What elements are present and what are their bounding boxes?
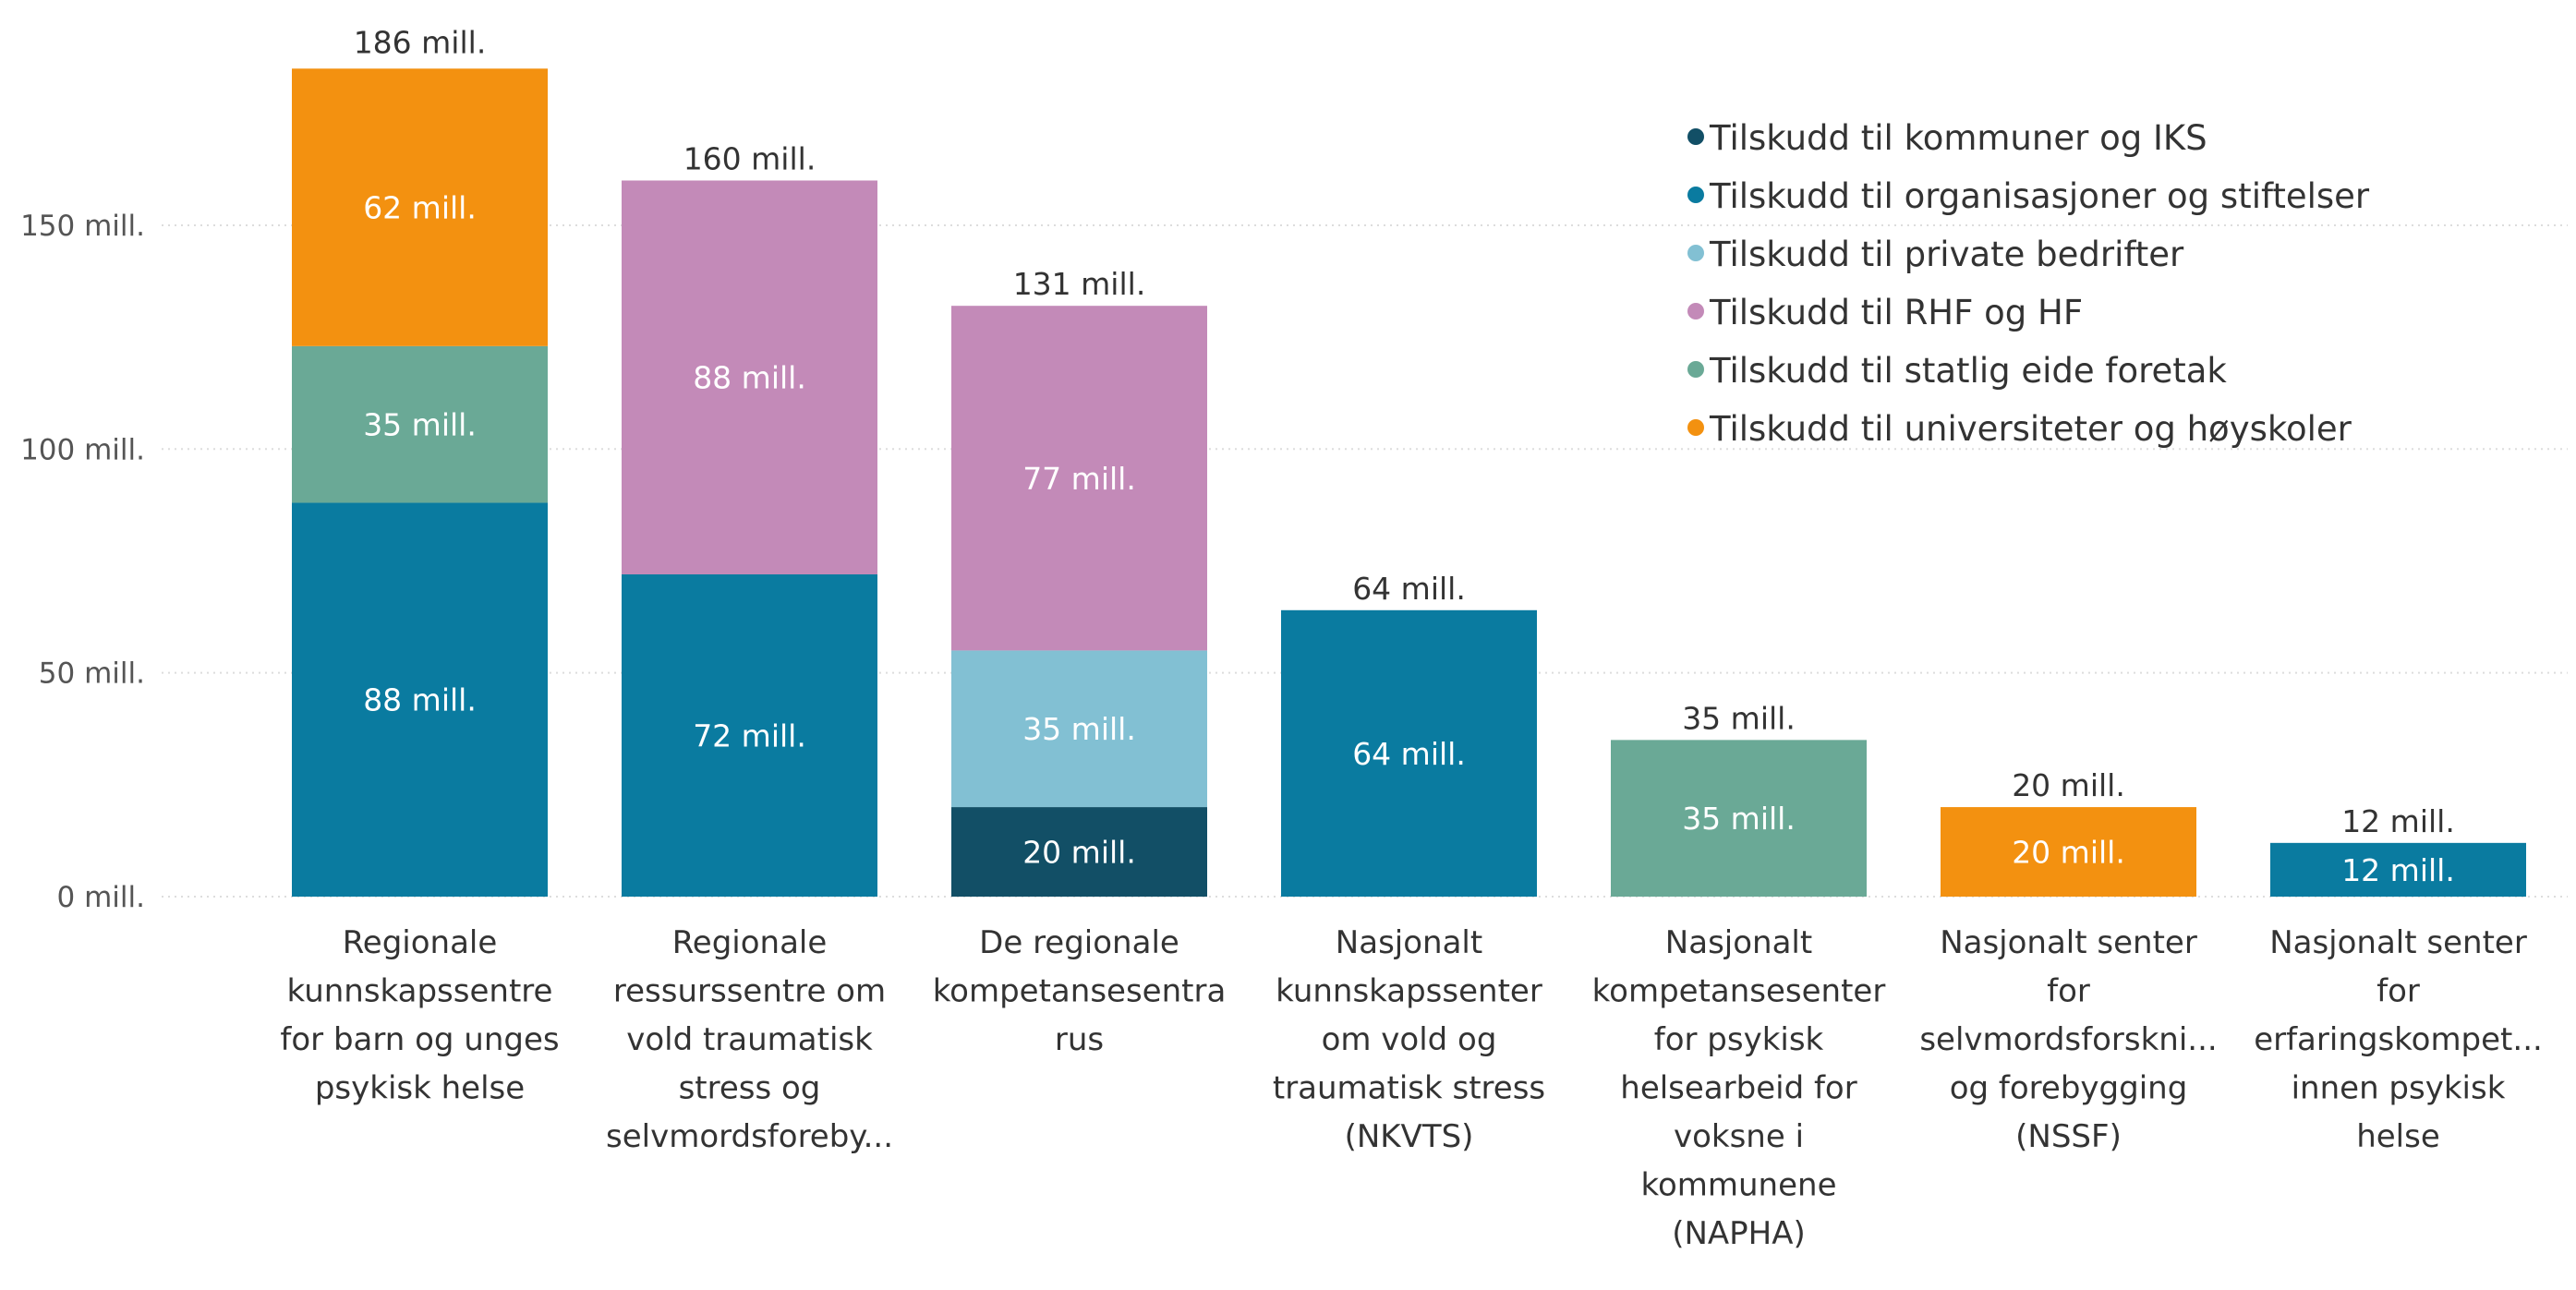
x-category-label: De regionale bbox=[979, 924, 1179, 961]
bar-segment bbox=[951, 807, 1207, 897]
segment-data-label: 20 mill. bbox=[1022, 835, 1136, 871]
legend-marker-icon bbox=[1687, 187, 1704, 203]
legend-item-label: Tilskudd til RHF og HF bbox=[1709, 293, 2083, 332]
x-category-label: Regionale bbox=[343, 924, 498, 961]
x-category-label: selvmordsforskni... bbox=[1919, 1021, 2217, 1058]
x-category-label: Nasjonalt bbox=[1665, 924, 1812, 961]
x-category-label: rus bbox=[1055, 1021, 1104, 1058]
x-category-label: for bbox=[2376, 973, 2420, 1010]
legend-item-label: Tilskudd til kommuner og IKS bbox=[1709, 118, 2207, 158]
x-category-label: helse bbox=[2356, 1118, 2440, 1155]
x-category-label: Nasjonalt senter bbox=[2269, 924, 2527, 961]
legend-marker-icon bbox=[1687, 361, 1704, 378]
bar-segment bbox=[1281, 609, 1537, 897]
total-data-label: 12 mill. bbox=[2341, 803, 2455, 839]
bar-segment bbox=[292, 345, 548, 503]
x-category-label: for bbox=[2047, 973, 2090, 1010]
x-category-label: traumatisk stress bbox=[1273, 1070, 1545, 1107]
segment-data-label: 88 mill. bbox=[693, 360, 806, 396]
x-category-label: ressurssentre om bbox=[613, 973, 886, 1010]
x-category-label: for psykisk bbox=[1654, 1021, 1824, 1058]
bar-segment bbox=[622, 574, 877, 897]
segment-data-label: 64 mill. bbox=[1352, 736, 1466, 772]
x-category-label: kunnskapssentre bbox=[287, 973, 553, 1010]
y-tick-label: 0 mill. bbox=[57, 881, 145, 914]
x-category-label: erfaringskompet... bbox=[2254, 1021, 2543, 1058]
legend-marker-icon bbox=[1687, 419, 1704, 436]
y-tick-label: 150 mill. bbox=[20, 210, 145, 243]
bar-segment bbox=[951, 306, 1207, 651]
x-category-label: psykisk helse bbox=[315, 1070, 525, 1107]
segment-data-label: 77 mill. bbox=[1022, 461, 1136, 497]
x-category-label: selvmordsforeby... bbox=[606, 1118, 893, 1155]
legend-item-label: Tilskudd til organisasjoner og stiftelse… bbox=[1709, 176, 2370, 216]
bars: 88 mill. 35 mill. 62 mill. 186 mill. 72 mill… bbox=[292, 24, 2526, 897]
x-category-label: (NAPHA) bbox=[1672, 1215, 1806, 1252]
bar-segment bbox=[951, 650, 1207, 808]
bar-segment bbox=[622, 180, 877, 575]
bar-segment bbox=[292, 68, 548, 346]
bar-segment bbox=[2270, 842, 2526, 897]
total-data-label: 20 mill. bbox=[2012, 767, 2125, 803]
x-axis: Regionale kunnskapssentre for barn og unge… bbox=[280, 924, 2542, 1252]
x-category-label: Regionale bbox=[672, 924, 828, 961]
x-category-label: for barn og unges bbox=[280, 1021, 559, 1058]
total-data-label: 35 mill. bbox=[1682, 700, 1796, 736]
x-category-label: stress og bbox=[679, 1070, 821, 1107]
x-category-label: vold traumatisk bbox=[626, 1021, 873, 1058]
x-category-label: kunnskapssenter bbox=[1276, 973, 1542, 1010]
legend-item-label: Tilskudd til private bedrifter bbox=[1709, 235, 2184, 274]
bar-segment bbox=[1611, 740, 1867, 897]
legend-marker-icon bbox=[1687, 128, 1704, 145]
x-category-label: kommunene bbox=[1640, 1167, 1836, 1204]
x-category-label: kompetansesentra bbox=[933, 973, 1227, 1010]
segment-data-label: 35 mill. bbox=[363, 407, 477, 443]
x-category-label: om vold og bbox=[1322, 1021, 1497, 1058]
legend-item-label: Tilskudd til statlig eide foretak bbox=[1709, 351, 2227, 391]
x-category-label: og forebygging bbox=[1950, 1070, 2188, 1107]
segment-data-label: 35 mill. bbox=[1022, 711, 1136, 747]
y-tick-label: 50 mill. bbox=[39, 657, 145, 691]
x-category-label: voksne i bbox=[1674, 1118, 1804, 1155]
segment-data-label: 88 mill. bbox=[363, 682, 477, 718]
x-category-label: Nasjonalt senter bbox=[1940, 924, 2197, 961]
y-axis: 0 mill. 50 mill. 100 mill. 150 mill. bbox=[20, 210, 145, 914]
legend-marker-icon bbox=[1687, 245, 1704, 261]
segment-data-label: 12 mill. bbox=[2341, 852, 2455, 888]
legend: Tilskudd til kommuner og IKS Tilskudd til… bbox=[1687, 118, 2370, 449]
y-tick-label: 100 mill. bbox=[20, 433, 145, 466]
legend-marker-icon bbox=[1687, 303, 1704, 319]
bar-segment bbox=[1941, 807, 2196, 897]
total-data-label: 186 mill. bbox=[354, 24, 487, 60]
x-category-label: (NKVTS) bbox=[1345, 1118, 1474, 1155]
x-category-label: kompetansesenter bbox=[1592, 973, 1886, 1010]
segment-data-label: 20 mill. bbox=[2012, 835, 2125, 871]
x-category-label: (NSSF) bbox=[2015, 1118, 2122, 1155]
total-data-label: 160 mill. bbox=[683, 140, 816, 176]
x-category-label: innen psykisk bbox=[2292, 1070, 2506, 1107]
total-data-label: 131 mill. bbox=[1013, 266, 1146, 302]
x-category-label: helsearbeid for bbox=[1620, 1070, 1856, 1107]
segment-data-label: 35 mill. bbox=[1682, 801, 1796, 837]
legend-item-label: Tilskudd til universiteter og høyskoler bbox=[1709, 409, 2352, 449]
segment-data-label: 62 mill. bbox=[363, 190, 477, 226]
total-data-label: 64 mill. bbox=[1352, 571, 1466, 607]
x-category-label: Nasjonalt bbox=[1336, 924, 1482, 961]
bar-segment bbox=[292, 502, 548, 897]
segment-data-label: 72 mill. bbox=[693, 718, 806, 754]
